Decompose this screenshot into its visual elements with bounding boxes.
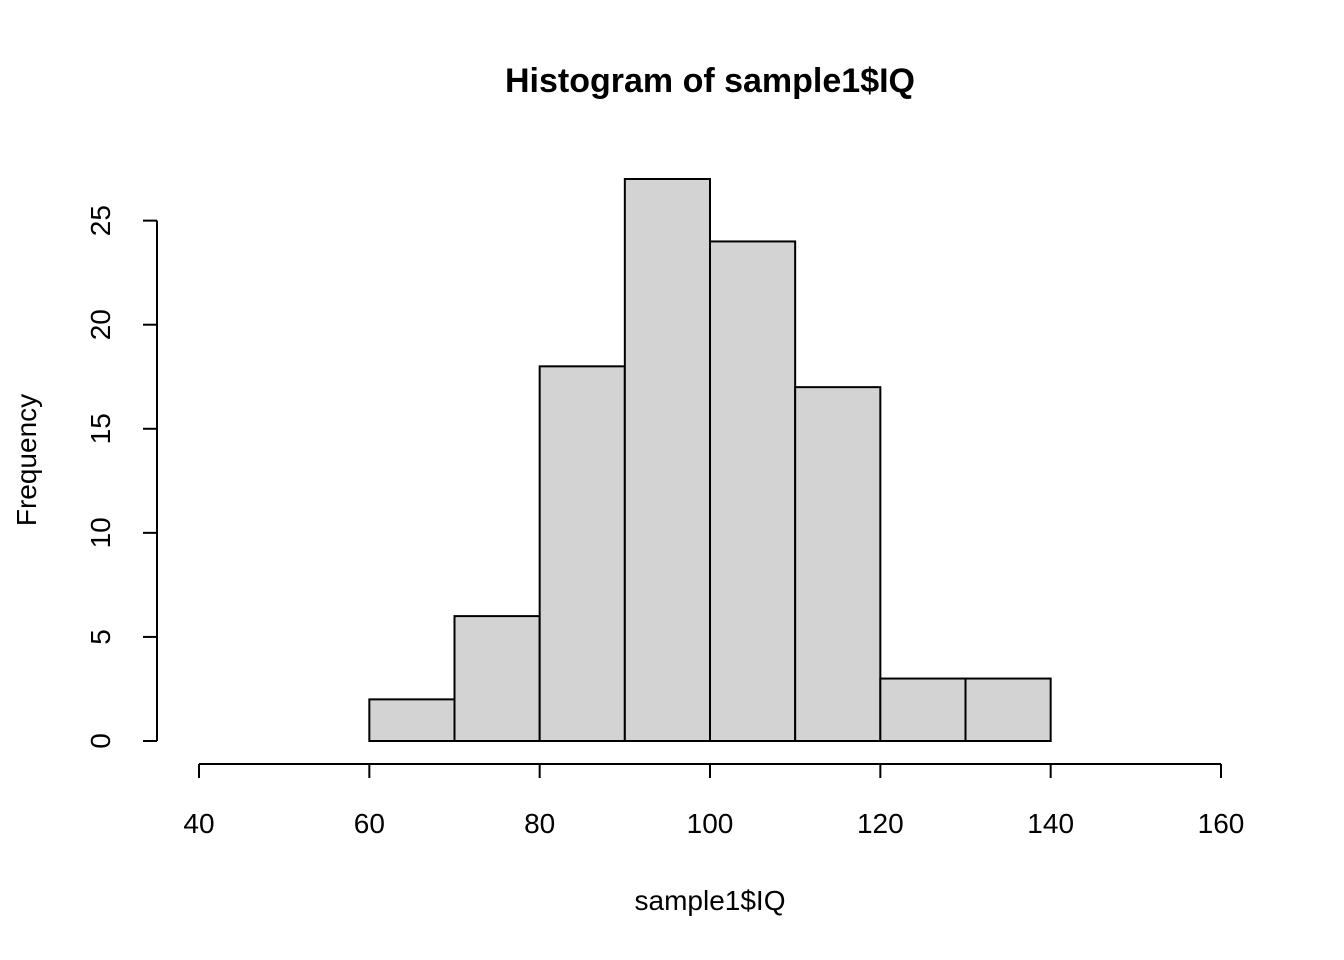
- x-tick-label-100: 100: [687, 808, 734, 839]
- y-tick-label-5: 5: [85, 629, 116, 645]
- y-axis: 0 5 10 15 20 25: [85, 205, 158, 749]
- histogram-bar-110-120: [794, 386, 882, 742]
- histogram-bar-120-130: [879, 677, 967, 742]
- x-tick-label-140: 140: [1027, 808, 1074, 839]
- x-tick-label-60: 60: [354, 808, 385, 839]
- histogram-bar-80-90: [538, 365, 626, 742]
- x-tick-label-120: 120: [857, 808, 904, 839]
- x-tick-label-80: 80: [524, 808, 555, 839]
- histogram-bar-70-80: [453, 615, 541, 742]
- histogram-bar-130-140: [964, 677, 1052, 742]
- histogram-bar-100-110: [709, 240, 797, 742]
- y-tick-label-25: 25: [85, 205, 116, 236]
- y-axis-label: Frequency: [11, 394, 42, 526]
- y-tick-label-0: 0: [85, 733, 116, 749]
- x-axis: 40 60 80 100 120 140 160: [183, 763, 1245, 839]
- x-tick-label-40: 40: [183, 808, 214, 839]
- bars-group: [368, 178, 1052, 742]
- x-tick-label-160: 160: [1198, 808, 1245, 839]
- y-tick-label-15: 15: [85, 413, 116, 444]
- y-tick-label-20: 20: [85, 309, 116, 340]
- histogram-bar-90-100: [623, 178, 711, 742]
- chart-title: Histogram of sample1$IQ: [505, 62, 915, 100]
- y-tick-label-10: 10: [85, 517, 116, 548]
- histogram-bar-60-70: [368, 698, 456, 742]
- x-axis-label: sample1$IQ: [635, 885, 786, 916]
